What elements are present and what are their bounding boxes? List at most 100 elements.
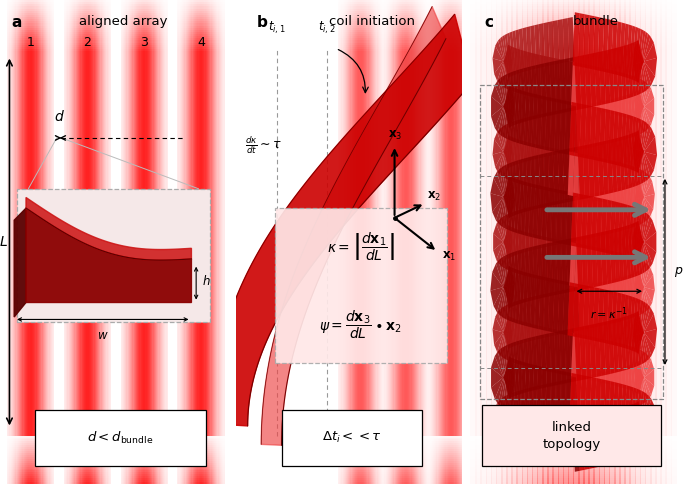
Polygon shape	[549, 369, 556, 423]
Polygon shape	[583, 154, 590, 199]
Polygon shape	[631, 348, 637, 391]
Polygon shape	[596, 102, 603, 146]
Bar	[164, 0, 165, 484]
Polygon shape	[496, 225, 510, 264]
Polygon shape	[632, 182, 638, 226]
Polygon shape	[553, 291, 560, 335]
Polygon shape	[636, 391, 644, 443]
Bar	[349, 0, 351, 484]
Polygon shape	[566, 239, 573, 292]
Polygon shape	[553, 420, 560, 464]
Polygon shape	[608, 381, 614, 435]
Polygon shape	[611, 279, 617, 323]
Bar	[18, 0, 19, 484]
Polygon shape	[638, 85, 651, 123]
Bar	[27, 0, 28, 484]
Polygon shape	[638, 352, 646, 394]
Polygon shape	[532, 365, 538, 419]
Polygon shape	[626, 165, 632, 209]
Polygon shape	[562, 151, 569, 195]
Polygon shape	[509, 268, 516, 322]
Polygon shape	[522, 158, 529, 212]
Polygon shape	[514, 251, 521, 304]
Polygon shape	[638, 32, 648, 83]
Polygon shape	[554, 99, 562, 153]
Polygon shape	[636, 41, 644, 93]
Polygon shape	[503, 215, 510, 258]
Polygon shape	[621, 344, 627, 388]
Bar	[91, 0, 92, 484]
Bar	[202, 0, 203, 484]
Bar	[462, 26, 685, 28]
Polygon shape	[500, 135, 508, 177]
Polygon shape	[619, 293, 625, 348]
Polygon shape	[630, 387, 636, 441]
Polygon shape	[525, 323, 531, 367]
Bar	[158, 0, 160, 484]
Polygon shape	[617, 203, 624, 257]
Polygon shape	[506, 268, 514, 320]
Polygon shape	[566, 379, 573, 423]
Polygon shape	[597, 288, 604, 342]
Polygon shape	[498, 85, 509, 135]
Polygon shape	[491, 356, 514, 396]
Text: $w$: $w$	[97, 329, 109, 342]
Polygon shape	[637, 176, 652, 213]
Polygon shape	[556, 241, 563, 294]
Polygon shape	[554, 60, 562, 114]
Bar	[189, 0, 190, 484]
Polygon shape	[612, 251, 619, 296]
Bar	[0, 482, 236, 484]
Polygon shape	[490, 183, 514, 212]
Bar	[45, 0, 46, 484]
Polygon shape	[632, 118, 639, 171]
Bar	[462, 4, 685, 6]
Polygon shape	[594, 378, 601, 432]
Bar	[0, 21, 236, 23]
Bar	[0, 472, 236, 474]
Bar	[414, 0, 415, 484]
Polygon shape	[525, 182, 532, 236]
Polygon shape	[532, 94, 538, 148]
Bar	[355, 0, 356, 484]
Bar	[0, 38, 236, 41]
Bar	[462, 439, 685, 441]
Polygon shape	[495, 406, 510, 443]
Bar	[640, 0, 647, 484]
Polygon shape	[523, 67, 530, 121]
Text: bundle: bundle	[573, 15, 619, 29]
Bar	[166, 0, 168, 484]
Polygon shape	[608, 320, 614, 374]
Bar	[457, 0, 458, 484]
Bar	[236, 36, 462, 38]
Polygon shape	[499, 398, 508, 439]
Polygon shape	[586, 234, 593, 288]
Polygon shape	[577, 284, 585, 338]
Polygon shape	[573, 147, 580, 201]
Polygon shape	[523, 141, 529, 186]
Polygon shape	[530, 143, 536, 188]
Bar	[407, 0, 408, 484]
Polygon shape	[493, 267, 512, 312]
Polygon shape	[532, 206, 538, 250]
Bar	[49, 0, 51, 484]
Bar	[19, 0, 20, 484]
Polygon shape	[588, 287, 595, 340]
Bar	[466, 0, 467, 484]
Polygon shape	[602, 289, 609, 343]
Polygon shape	[638, 401, 651, 451]
Bar	[354, 0, 355, 484]
Polygon shape	[622, 295, 629, 348]
Bar	[462, 461, 685, 463]
Polygon shape	[562, 289, 569, 333]
Polygon shape	[521, 389, 527, 433]
Bar	[11, 0, 12, 484]
Polygon shape	[632, 42, 639, 95]
Bar	[573, 0, 580, 484]
Polygon shape	[526, 297, 532, 342]
Polygon shape	[514, 180, 521, 233]
Polygon shape	[639, 173, 649, 214]
Bar	[655, 0, 662, 484]
Polygon shape	[616, 112, 623, 166]
Polygon shape	[538, 154, 545, 208]
